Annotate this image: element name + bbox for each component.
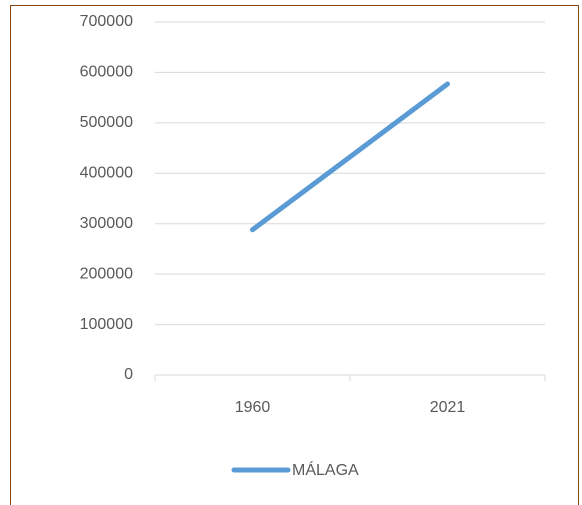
- y-tick-label: 500000: [80, 114, 133, 131]
- y-tick-label: 100000: [80, 316, 133, 333]
- y-tick-label: 200000: [80, 265, 133, 282]
- x-tick-label: 1960: [235, 399, 271, 416]
- legend-label: MÁLAGA: [292, 460, 359, 479]
- y-tick-label: 400000: [80, 165, 133, 182]
- y-tick-label: 700000: [80, 13, 133, 30]
- y-tick-label: 300000: [80, 215, 133, 232]
- y-tick-label: 600000: [80, 64, 133, 81]
- y-tick-label: 0: [124, 366, 133, 383]
- chart-frame: [10, 5, 579, 505]
- x-tick-label: 2021: [430, 399, 466, 416]
- data-line: [250, 81, 450, 233]
